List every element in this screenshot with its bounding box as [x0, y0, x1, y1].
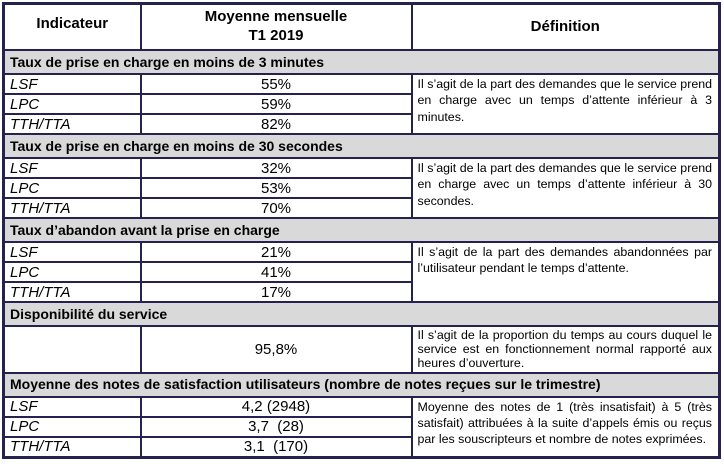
section-banner-3min: Taux de prise en charge en moins de 3 mi… [2, 49, 721, 75]
table-header-row: Indicateur Moyenne mensuelle T1 2019 Déf… [2, 2, 721, 51]
indicator-value: 53% [139, 177, 413, 199]
section-banner-satisfaction: Moyenne des notes de satisfaction utilis… [2, 371, 721, 398]
indicator-value: 17% [139, 281, 413, 303]
indicator-value: 41% [139, 261, 413, 283]
indicator-label: LSF [2, 157, 142, 179]
indicator-label-empty [2, 325, 142, 374]
table-row: LSF 21% Il s’agit de la part des demande… [2, 241, 721, 303]
table-row: LPC 3,7 (28) [2, 415, 720, 438]
section-title: Taux d’abandon avant la prise en charge [2, 217, 721, 243]
table-row: TTH/TTA 70% [2, 197, 720, 219]
table-row: LSF 55% Il s’agit de la part des demande… [2, 73, 721, 135]
definition-text: Il s’agit de la proportion du temps au c… [410, 325, 721, 374]
indicator-value: 3,7 (28) [139, 415, 413, 438]
indicator-label: LSF [2, 241, 142, 263]
section-banner-abandon: Taux d’abandon avant la prise en charge [2, 217, 721, 243]
column-header-moyenne-line2: T1 2019 [248, 27, 304, 44]
indicator-label: LPC [2, 261, 142, 283]
indicator-label: TTH/TTA [2, 113, 142, 135]
table-row: LPC 41% [2, 261, 720, 283]
table-row: 95,8% Il s’agit de la proportion du temp… [2, 325, 721, 374]
indicators-table: Indicateur Moyenne mensuelle T1 2019 Déf… [2, 2, 721, 459]
indicator-label: LSF [2, 395, 142, 418]
column-header-indicateur: Indicateur [2, 2, 142, 51]
definition-text: Il s’agit de la part des demandes abando… [410, 241, 721, 303]
table-row: TTH/TTA 82% [2, 113, 720, 135]
section-banner-30sec: Taux de prise en charge en moins de 30 s… [2, 133, 721, 159]
indicator-label: LPC [2, 177, 142, 199]
definition-text: Moyenne des notes de 1 (très insatisfait… [410, 395, 721, 459]
indicator-value: 82% [139, 113, 413, 135]
indicator-label: LPC [2, 415, 142, 438]
table-row: LSF 4,2 (2948) Moyenne des notes de 1 (t… [2, 395, 721, 459]
indicator-value: 59% [139, 93, 413, 115]
indicator-value: 55% [139, 73, 413, 95]
definition-text: Il s’agit de la part des demandes que le… [410, 73, 721, 135]
indicator-value: 95,8% [139, 325, 413, 374]
section-title: Taux de prise en charge en moins de 3 mi… [2, 49, 721, 75]
indicator-value: 70% [139, 197, 413, 219]
section-title: Disponibilité du service [2, 301, 721, 327]
column-header-moyenne-line1: Moyenne mensuelle [204, 8, 348, 26]
indicator-value: 3,1 (170) [139, 435, 413, 459]
indicator-value: 4,2 (2948) [139, 395, 413, 418]
indicator-value: 21% [139, 241, 413, 263]
column-header-definition: Définition [410, 2, 721, 51]
section-title: Taux de prise en charge en moins de 30 s… [2, 133, 721, 159]
indicator-label: LSF [2, 73, 142, 95]
indicator-label: TTH/TTA [2, 435, 142, 459]
section-banner-disponibilite: Disponibilité du service [2, 301, 721, 327]
section-title: Moyenne des notes de satisfaction utilis… [2, 371, 721, 398]
indicator-label: LPC [2, 93, 142, 115]
table-row: LPC 53% [2, 177, 720, 199]
indicator-label: TTH/TTA [2, 281, 142, 303]
indicator-value: 32% [139, 157, 413, 179]
table-row: LSF 32% Il s’agit de la part des demande… [2, 157, 721, 219]
indicator-label: TTH/TTA [2, 197, 142, 219]
column-header-moyenne: Moyenne mensuelle T1 2019 [139, 2, 413, 51]
definition-text: Il s’agit de la part des demandes que le… [410, 157, 721, 219]
table-row: LPC 59% [2, 93, 720, 115]
table-row: TTH/TTA 17% [2, 281, 720, 303]
table-row: TTH/TTA 3,1 (170) [2, 435, 720, 459]
